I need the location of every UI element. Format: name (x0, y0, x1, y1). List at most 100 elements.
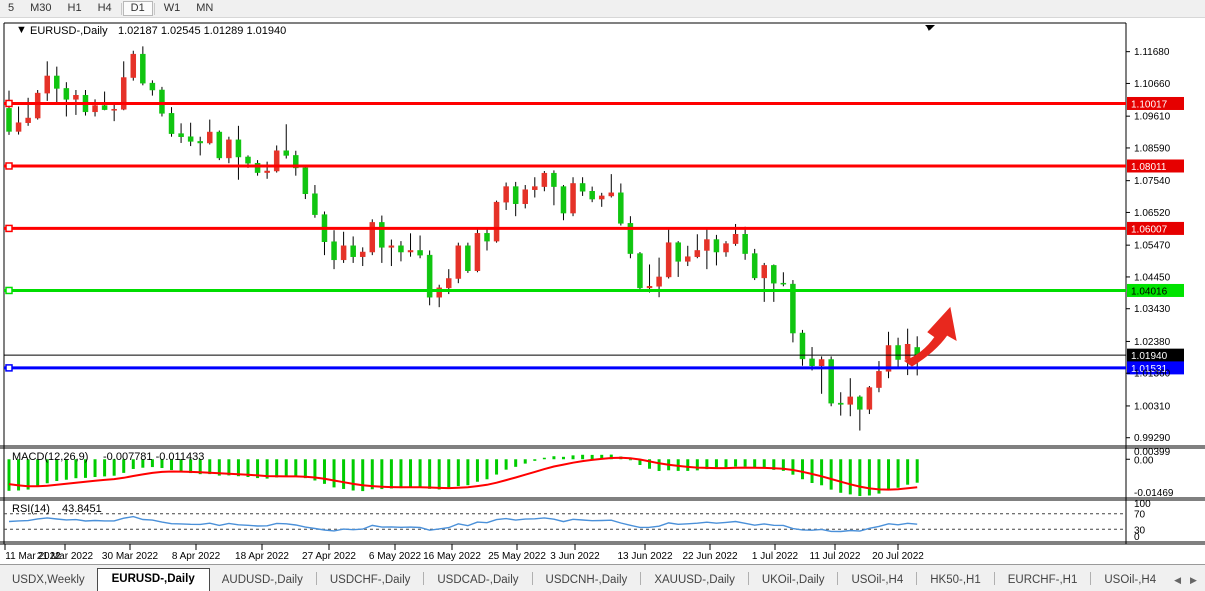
tab-eurchf-h1[interactable]: EURCHF-,H1 (1007, 574, 1078, 586)
macd-histogram-bar (772, 459, 776, 470)
timeframe-button-d1[interactable]: D1 (122, 1, 153, 16)
macd-axis-label: 0.00399 (1134, 447, 1171, 458)
macd-histogram-bar (7, 459, 11, 491)
rsi-indicator-value: 43.8451 (62, 503, 102, 515)
timeframe-button-m30[interactable]: M30 (30, 2, 52, 14)
macd-histogram-bar (409, 459, 413, 488)
tab-usdcad-daily[interactable]: USDCAD-,Daily (437, 574, 519, 586)
macd-histogram-bar (74, 459, 78, 479)
tab-usdx-weekly[interactable]: USDX,Weekly (12, 574, 85, 586)
hline-handle[interactable] (5, 99, 13, 108)
candle-body (589, 191, 595, 200)
timeframe-button-w1[interactable]: W1 (163, 2, 181, 14)
tab-usoil-h4[interactable]: USOil-,H4 (851, 574, 904, 586)
macd-histogram-bar (217, 459, 221, 476)
macd-histogram-bar (456, 459, 460, 487)
macd-histogram-bar (160, 459, 164, 469)
candle-body (866, 387, 873, 410)
symbol-dropdown-icon[interactable]: ▼ (16, 24, 27, 36)
candle-body (809, 358, 815, 366)
macd-indicator-values: -0.007781 -0.011433 (103, 451, 204, 463)
candle-body (704, 239, 710, 251)
candle-body (474, 233, 481, 271)
tab-scroll-left-icon[interactable]: ◀ (1174, 575, 1182, 585)
macd-histogram-bar (504, 459, 508, 470)
macd-histogram-bar (112, 459, 116, 476)
timeframe-button-mn[interactable]: MN (196, 2, 214, 14)
tab-usdchf-daily[interactable]: USDCHF-,Daily (329, 574, 411, 586)
candle-body (570, 183, 576, 214)
macd-histogram-bar (858, 459, 862, 497)
tab-usdcnh-daily[interactable]: USDCNH-,Daily (545, 574, 628, 586)
timeframe-button-5[interactable]: 5 (8, 2, 15, 14)
candle-body (293, 155, 299, 169)
candle-body (847, 396, 854, 405)
macd-histogram-bar (342, 459, 346, 489)
candle-body (685, 256, 691, 262)
price-badge (1127, 96, 1184, 110)
macd-histogram-bar (820, 459, 824, 486)
tab-ukoil-daily[interactable]: UKOil-,Daily (761, 574, 825, 586)
macd-histogram-bar (246, 459, 250, 478)
macd-histogram-bar (466, 459, 470, 486)
candle-body (608, 192, 615, 197)
tab-usoil-h4[interactable]: USOil-,H4 (1104, 574, 1157, 586)
hline-handle[interactable] (5, 286, 13, 295)
candle-body (818, 359, 825, 366)
macd-histogram-bar (523, 459, 527, 464)
macd-histogram-bar (208, 459, 212, 475)
symbol-tab-bar: USDX,Weekly EURUSD-,Daily AUDUSD-,Daily USD… (0, 564, 1205, 591)
macd-histogram-bar (542, 457, 546, 460)
hline-handle[interactable] (5, 364, 13, 372)
price-badge-label: 1.10017 (1131, 99, 1168, 110)
candle-body (359, 251, 366, 257)
macd-histogram-bar (609, 454, 613, 460)
tab-eurusd-daily[interactable]: EURUSD-,Daily (96, 568, 210, 591)
macd-axis-label: -0.01469 (1134, 488, 1174, 499)
date-axis-label: 16 May 2022 (423, 551, 481, 562)
candle-body (885, 345, 892, 372)
candle-body (15, 122, 22, 132)
candle-body (312, 193, 318, 215)
tab-separator (423, 572, 425, 585)
price-axis-tick-label: 1.05470 (1134, 241, 1171, 252)
candle-body (532, 186, 538, 190)
up-trend-arrow[interactable] (903, 306, 957, 367)
tab-audusd-daily[interactable]: AUDUSD-,Daily (221, 574, 303, 586)
rsi-line (8, 515, 918, 533)
tab-scroll-right-icon[interactable]: ▶ (1190, 575, 1197, 585)
macd-histogram-bar (561, 456, 565, 460)
timeframe-button-h1[interactable]: H1 (67, 2, 82, 14)
macd-histogram-bar (227, 459, 231, 476)
toolbar-separator (153, 2, 155, 15)
macd-histogram-bar (724, 459, 728, 468)
candle-body (694, 250, 701, 257)
macd-histogram-bar (839, 459, 843, 493)
candle-body (837, 402, 844, 405)
candle-body (283, 150, 289, 156)
candle-body (512, 186, 519, 204)
macd-histogram-bar (495, 459, 499, 475)
macd-histogram-bar (781, 459, 785, 471)
tab-separator (993, 572, 995, 585)
candle-body (790, 283, 796, 334)
price-axis-tick-label: 1.03430 (1134, 304, 1171, 315)
tab-xauusd-daily[interactable]: XAUUSD-,Daily (654, 574, 735, 586)
price-axis-tick-label: 1.09610 (1134, 112, 1171, 123)
macd-histogram-bar (762, 459, 766, 469)
price-axis-tick-label: 1.02380 (1134, 337, 1171, 348)
candle-body (207, 131, 213, 144)
macd-histogram-bar (628, 459, 632, 461)
price-axis-tick-label: 1.11680 (1134, 47, 1170, 58)
price-badge-label: 1.08011 (1131, 162, 1167, 173)
tab-hk50-h1[interactable]: HK50-,H1 (930, 574, 981, 586)
price-chart-svg: 1.10017 1.08011 1.06007 1.04016 1.01940 1.015… (0, 18, 1205, 564)
candle-body (876, 371, 882, 388)
rsi-axis-label: 0 (1134, 532, 1140, 543)
price-badge (1127, 348, 1184, 362)
tab-separator (916, 572, 918, 585)
hline-handle[interactable] (5, 162, 13, 170)
timeframe-button-h4[interactable]: H4 (97, 2, 112, 14)
hline-handle[interactable] (5, 224, 13, 233)
date-axis-label: 1 Jul 2022 (752, 551, 799, 562)
